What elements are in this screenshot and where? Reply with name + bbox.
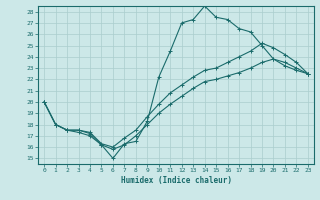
X-axis label: Humidex (Indice chaleur): Humidex (Indice chaleur): [121, 176, 231, 185]
